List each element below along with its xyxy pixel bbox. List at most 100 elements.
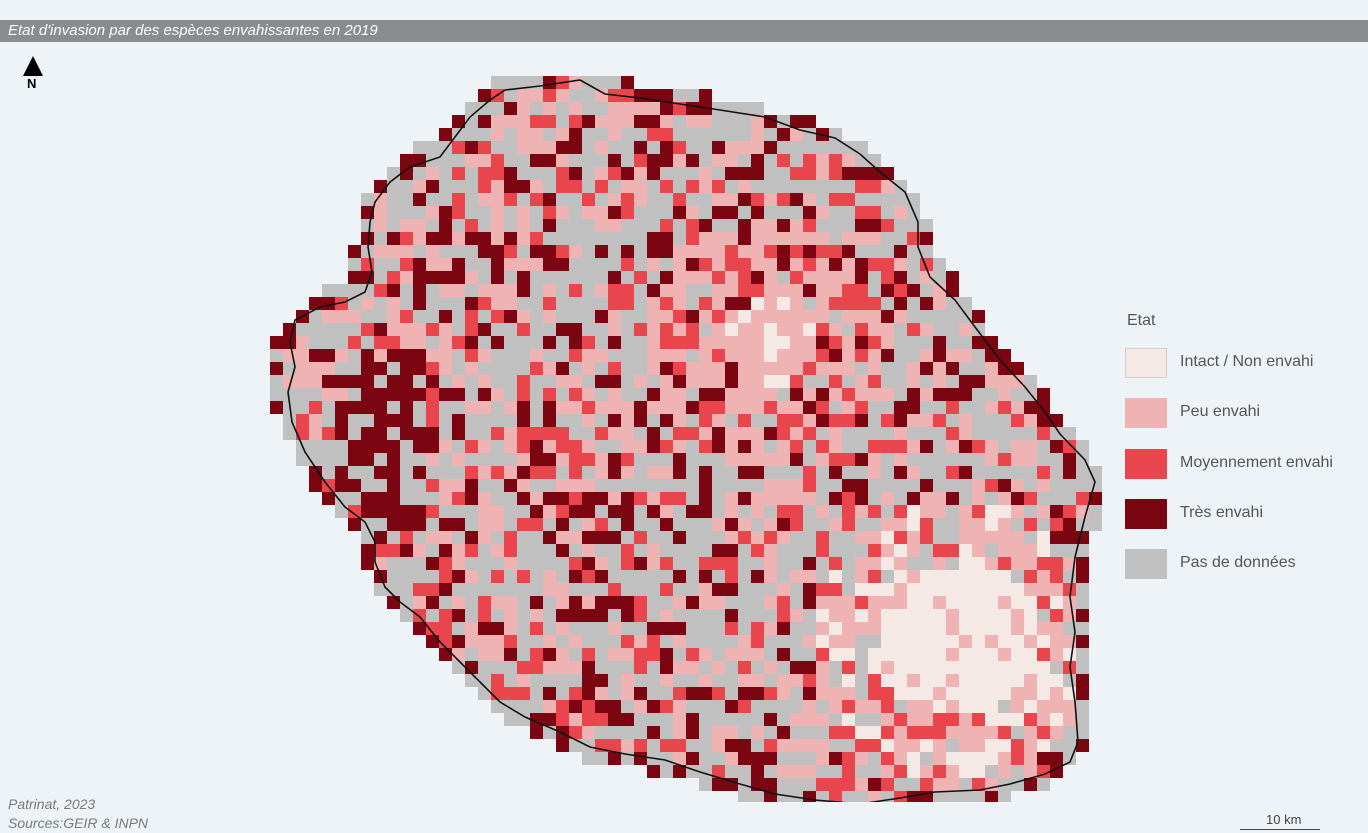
- grid-cell: [933, 453, 946, 466]
- grid-cell: [387, 167, 400, 180]
- grid-cell: [530, 180, 543, 193]
- grid-cell: [998, 791, 1011, 802]
- grid-cell: [829, 778, 842, 791]
- grid-cell: [712, 128, 725, 141]
- grid-cell: [894, 401, 907, 414]
- grid-cell: [712, 375, 725, 388]
- grid-cell: [907, 687, 920, 700]
- grid-cell: [1063, 583, 1076, 596]
- grid-cell: [309, 323, 322, 336]
- grid-cell: [660, 401, 673, 414]
- grid-cell: [374, 180, 387, 193]
- grid-cell: [699, 479, 712, 492]
- grid-cell: [764, 362, 777, 375]
- grid-cell: [699, 505, 712, 518]
- grid-cell: [751, 700, 764, 713]
- grid-cell: [842, 349, 855, 362]
- grid-cell: [764, 141, 777, 154]
- grid-cell: [764, 206, 777, 219]
- grid-cell: [738, 440, 751, 453]
- grid-cell: [803, 687, 816, 700]
- grid-cell: [1024, 518, 1037, 531]
- grid-cell: [1037, 596, 1050, 609]
- grid-cell: [686, 323, 699, 336]
- grid-cell: [491, 167, 504, 180]
- grid-cell: [608, 752, 621, 765]
- grid-cell: [881, 674, 894, 687]
- grid-cell: [790, 687, 803, 700]
- grid-cell: [790, 297, 803, 310]
- grid-cell: [686, 271, 699, 284]
- grid-cell: [803, 661, 816, 674]
- grid-cell: [660, 427, 673, 440]
- grid-cell: [712, 505, 725, 518]
- grid-cell: [907, 271, 920, 284]
- grid-cell: [907, 778, 920, 791]
- grid-cell: [647, 271, 660, 284]
- grid-cell: [868, 648, 881, 661]
- grid-cell: [556, 349, 569, 362]
- grid-cell: [608, 453, 621, 466]
- grid-cell: [985, 739, 998, 752]
- grid-cell: [699, 596, 712, 609]
- grid-cell: [595, 414, 608, 427]
- grid-cell: [686, 89, 699, 102]
- grid-cell: [530, 687, 543, 700]
- grid-cell: [400, 206, 413, 219]
- grid-cell: [751, 375, 764, 388]
- grid-cell: [777, 583, 790, 596]
- grid-cell: [751, 544, 764, 557]
- grid-cell: [1024, 375, 1037, 388]
- grid-cell: [530, 726, 543, 739]
- grid-cell: [764, 752, 777, 765]
- grid-cell: [452, 622, 465, 635]
- grid-cell: [699, 180, 712, 193]
- grid-cell: [738, 765, 751, 778]
- grid-cell: [751, 154, 764, 167]
- grid-cell: [361, 401, 374, 414]
- grid-cell: [478, 635, 491, 648]
- grid-cell: [855, 284, 868, 297]
- grid-cell: [803, 219, 816, 232]
- grid-cell: [543, 375, 556, 388]
- grid-cell: [335, 323, 348, 336]
- grid-cell: [569, 661, 582, 674]
- grid-cell: [478, 531, 491, 544]
- grid-cell: [829, 206, 842, 219]
- grid-cell: [1037, 739, 1050, 752]
- grid-cell: [569, 180, 582, 193]
- grid-cell: [686, 362, 699, 375]
- grid-cell: [816, 154, 829, 167]
- grid-cell: [556, 427, 569, 440]
- grid-cell: [1050, 570, 1063, 583]
- grid-cell: [556, 362, 569, 375]
- grid-cell: [647, 726, 660, 739]
- grid-cell: [374, 518, 387, 531]
- grid-cell: [1011, 726, 1024, 739]
- grid-cell: [946, 778, 959, 791]
- grid-cell: [985, 427, 998, 440]
- grid-cell: [569, 89, 582, 102]
- grid-cell: [1050, 414, 1063, 427]
- grid-cell: [361, 414, 374, 427]
- grid-cell: [1024, 440, 1037, 453]
- grid-cell: [335, 375, 348, 388]
- grid-cell: [803, 388, 816, 401]
- grid-cell: [569, 466, 582, 479]
- grid-cell: [673, 310, 686, 323]
- grid-cell: [374, 206, 387, 219]
- grid-cell: [608, 466, 621, 479]
- grid-cell: [907, 388, 920, 401]
- grid-cell: [439, 414, 452, 427]
- grid-cell: [829, 414, 842, 427]
- grid-cell: [647, 154, 660, 167]
- grid-cell: [400, 336, 413, 349]
- grid-cell: [660, 180, 673, 193]
- grid-cell: [504, 674, 517, 687]
- grid-cell: [530, 492, 543, 505]
- grid-cell: [660, 544, 673, 557]
- grid-cell: [556, 687, 569, 700]
- grid-cell: [829, 492, 842, 505]
- grid-cell: [504, 596, 517, 609]
- grid-cell: [855, 505, 868, 518]
